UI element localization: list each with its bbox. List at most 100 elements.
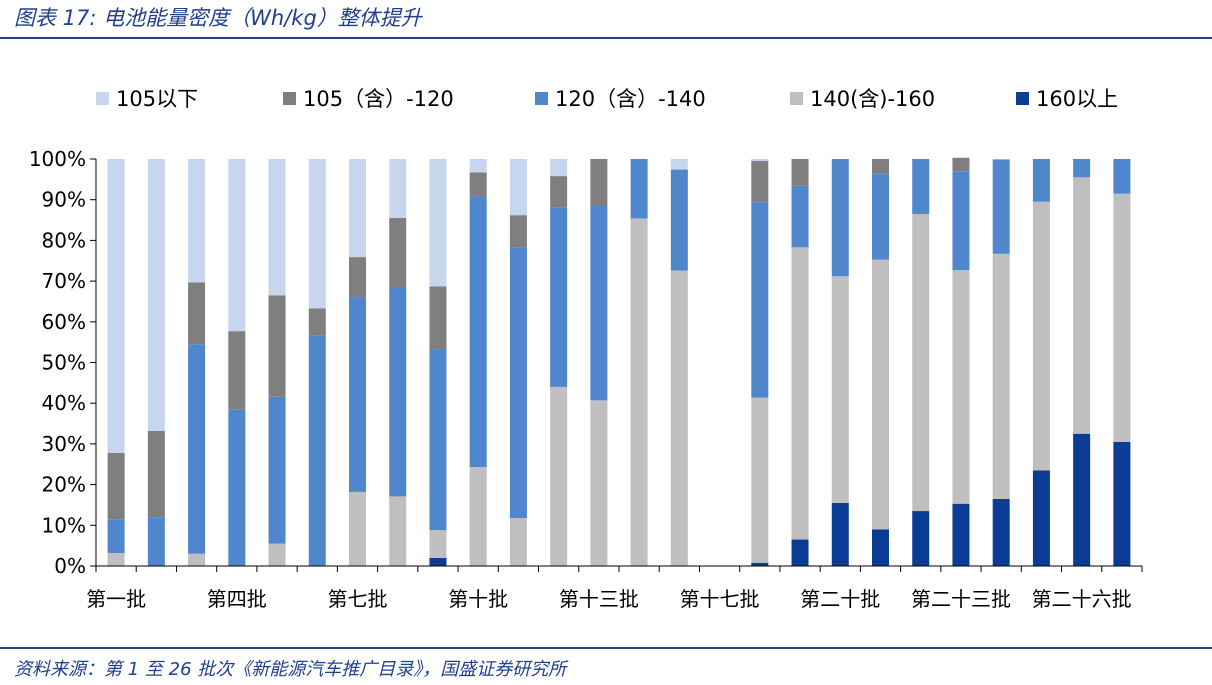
bar-segment	[872, 173, 889, 260]
bar-segment	[228, 409, 246, 566]
bar-segment	[188, 159, 206, 283]
bar-segment	[751, 202, 769, 398]
bar-segment	[1032, 470, 1050, 566]
bar-segment	[1113, 193, 1131, 442]
y-tick-label: 50%	[42, 351, 86, 375]
bar-segment	[912, 213, 930, 512]
x-tick-label: 第七批	[328, 587, 388, 611]
bar-segment	[912, 159, 930, 214]
bars	[107, 157, 1131, 567]
bar-segment	[630, 159, 648, 219]
bar-segment	[751, 159, 769, 162]
bar-segment	[952, 270, 970, 504]
bar-segment	[107, 552, 125, 566]
axes: 0% 10% 20% 30% 40% 50% 60% 70% 80% 90% 100% 第一批 第四批 第…	[29, 147, 1143, 611]
bar-segment	[188, 282, 206, 345]
y-tick-label: 10%	[42, 513, 86, 537]
bar-segment	[952, 171, 970, 271]
bar-segment	[469, 172, 487, 197]
legend-swatch	[1016, 92, 1029, 105]
bar-segment	[670, 270, 688, 566]
x-tick-label: 第二十批	[800, 587, 880, 611]
bar-segment	[389, 496, 407, 566]
y-tick-label: 90%	[42, 188, 86, 212]
x-tick-label: 第十三批	[559, 587, 639, 611]
bar-segment	[831, 159, 849, 277]
bar-segment	[791, 247, 809, 540]
stacked-bar-chart: 105以下 105（含）-120 120（含）-140 140(含)-160 160以上…	[29, 87, 1143, 611]
y-tick-label: 0%	[54, 554, 86, 578]
bar-segment	[550, 176, 568, 208]
bar-segment	[831, 502, 849, 566]
bar-segment	[1073, 159, 1091, 178]
y-tick-label: 20%	[42, 473, 86, 497]
legend-swatch	[283, 92, 296, 105]
legend-swatch	[96, 92, 109, 105]
legend-swatch	[535, 92, 548, 105]
bar-segment	[1032, 201, 1050, 471]
bar-segment	[791, 185, 809, 248]
x-tick-label: 第二十六批	[1032, 587, 1132, 611]
bar-segment	[349, 297, 366, 492]
source-rule	[0, 647, 1212, 649]
bar-segment	[107, 159, 125, 453]
bar-segment	[147, 159, 165, 431]
bar-segment	[188, 344, 206, 554]
legend-swatch	[790, 92, 803, 105]
bar-segment	[349, 159, 366, 258]
bar-segment	[1073, 177, 1091, 434]
bar-segment	[228, 331, 246, 410]
x-tick-label: 第四批	[207, 587, 267, 611]
x-tick-label: 第十批	[448, 587, 508, 611]
bar-segment	[429, 349, 447, 531]
bar-segment	[1113, 441, 1131, 566]
bar-segment	[107, 519, 125, 553]
bar-segment	[992, 253, 1010, 499]
bar-segment	[872, 259, 889, 530]
legend-label: 120（含）-140	[555, 87, 706, 111]
bar-segment	[550, 386, 568, 566]
bar-segment	[509, 215, 527, 248]
bar-segment	[268, 159, 286, 296]
title-rule	[0, 37, 1212, 39]
bar-segment	[952, 503, 970, 566]
bar-segment	[992, 498, 1010, 566]
bar-segment	[308, 308, 326, 336]
y-tick-label: 30%	[42, 432, 86, 456]
bar-segment	[550, 159, 568, 177]
bar-segment	[147, 430, 165, 518]
bar-segment	[469, 467, 487, 566]
bar-segment	[469, 196, 487, 468]
bar-segment	[791, 159, 809, 186]
bar-segment	[389, 288, 407, 497]
bar-segment	[389, 218, 407, 289]
bar-segment	[308, 335, 326, 566]
bar-segment	[670, 169, 688, 271]
bar-segment	[912, 511, 930, 566]
bar-segment	[590, 400, 608, 566]
bar-segment	[228, 159, 246, 332]
bar-segment	[268, 543, 286, 566]
bar-segment	[590, 204, 608, 401]
bar-segment	[429, 557, 447, 566]
bar-segment	[550, 207, 568, 387]
bar-segment	[831, 276, 849, 503]
bar-segment	[952, 157, 970, 172]
y-tick-label: 70%	[42, 269, 86, 293]
bar-segment	[872, 529, 889, 566]
bar-segment	[389, 159, 407, 219]
bar-segment	[469, 159, 487, 173]
bar-segment	[791, 539, 809, 566]
bar-segment	[349, 257, 366, 298]
bar-segment	[751, 562, 769, 566]
y-tick-label: 40%	[42, 391, 86, 415]
bar-segment	[147, 517, 165, 566]
bar-segment	[308, 159, 326, 309]
bar-segment	[1113, 159, 1131, 194]
y-tick-label: 60%	[42, 310, 86, 334]
legend-label: 105（含）-120	[303, 87, 454, 111]
bar-segment	[751, 161, 769, 203]
chart-title: 图表 17: 电池能量密度（Wh/kg）整体提升	[14, 6, 422, 30]
y-tick-label: 80%	[42, 228, 86, 252]
source-note: 资料来源：第 1 至 26 批次《新能源汽车推广目录》，国盛证券研究所	[14, 659, 567, 680]
